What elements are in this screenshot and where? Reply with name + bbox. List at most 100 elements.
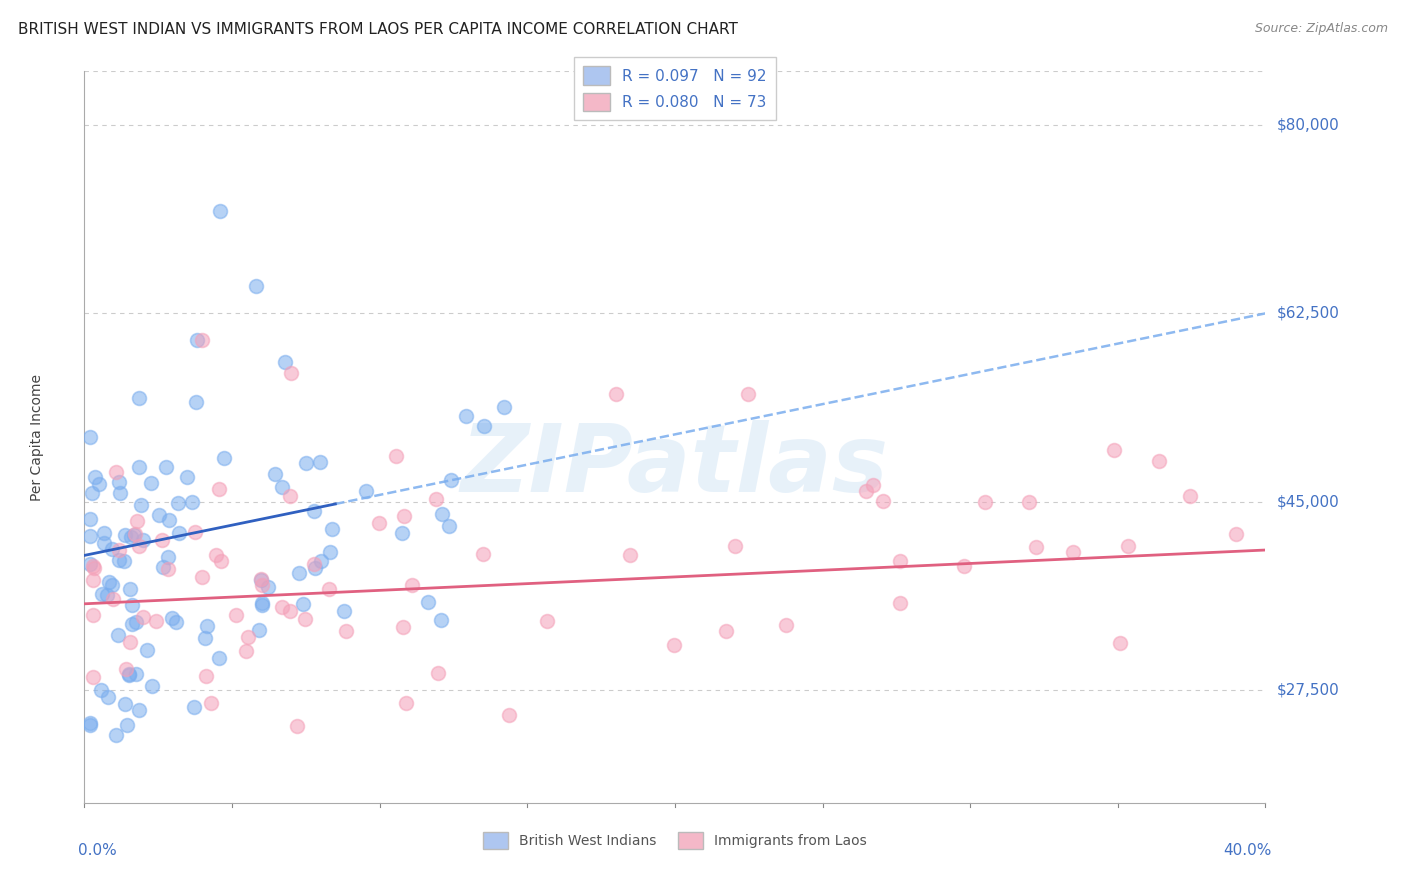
Point [335,624,357,638]
Text: 0.0%: 0.0% [79,843,117,858]
Point [139,476,162,491]
Point [426,666,449,681]
Point [392,620,415,634]
Point [425,492,447,507]
Point [430,613,453,627]
Point [108,543,131,558]
Point [309,455,332,469]
Point [855,483,877,498]
Point [83,560,105,574]
Point [250,574,273,588]
Point [131,499,153,513]
Point [121,617,143,632]
Point [82,573,104,587]
Point [235,644,257,658]
Text: ZIPatlas: ZIPatlas [461,420,889,512]
Point [250,578,273,592]
Point [309,554,332,568]
Point [619,549,641,563]
Point [98,574,121,589]
Point [430,508,453,522]
Point [114,528,136,542]
Point [118,582,141,596]
Point [391,525,413,540]
Point [125,667,148,681]
Point [294,612,316,626]
Point [456,409,478,424]
Point [122,528,145,542]
Point [141,679,163,693]
Point [191,333,214,347]
Point [437,519,460,533]
Point [204,548,226,562]
Point [605,387,627,401]
Point [194,668,217,682]
Point [115,662,138,676]
Point [974,494,997,508]
Point [91,587,114,601]
Point [105,729,128,743]
Point [247,624,270,638]
Point [79,528,101,542]
Point [145,614,167,628]
Point [498,707,520,722]
Point [90,682,112,697]
Point [245,279,267,293]
Point [862,477,884,491]
Point [287,566,309,580]
Point [257,580,280,594]
Point [167,526,190,541]
Point [492,401,515,415]
Point [112,554,135,568]
Point [155,460,177,475]
Point [84,470,107,484]
Point [775,618,797,632]
Point [101,578,124,592]
Point [368,516,391,530]
Point [321,522,343,536]
Point [394,508,416,523]
Text: Source: ZipAtlas.com: Source: ZipAtlas.com [1254,22,1388,36]
Point [274,355,297,369]
Point [97,690,120,705]
Text: $45,000: $45,000 [1277,494,1340,509]
Point [132,533,155,547]
Point [157,550,180,565]
Point [333,604,356,618]
Point [395,696,418,710]
Point [167,496,190,510]
Point [271,480,294,494]
Point [186,333,208,347]
Point [103,591,125,606]
Point [114,697,136,711]
Point [212,451,235,466]
Point [1147,454,1170,468]
Point [278,604,301,618]
Point [385,449,408,463]
Legend: British West Indians, Immigrants from Laos: British West Indians, Immigrants from La… [478,826,872,855]
Point [250,596,273,610]
Point [181,495,204,509]
Point [1025,541,1047,555]
Point [302,504,325,518]
Point [319,545,342,559]
Point [953,559,976,574]
Point [238,630,260,644]
Text: BRITISH WEST INDIAN VS IMMIGRANTS FROM LAOS PER CAPITA INCOME CORRELATION CHART: BRITISH WEST INDIAN VS IMMIGRANTS FROM L… [18,22,738,37]
Point [79,718,101,732]
Point [190,569,212,583]
Point [440,473,463,487]
Point [150,533,173,547]
Point [93,536,115,550]
Point [662,639,685,653]
Point [121,598,143,612]
Point [115,718,138,732]
Point [1018,494,1040,508]
Point [82,607,104,622]
Point [124,615,146,629]
Point [79,557,101,571]
Point [724,539,747,553]
Point [165,615,187,630]
Point [162,611,184,625]
Point [1180,489,1202,503]
